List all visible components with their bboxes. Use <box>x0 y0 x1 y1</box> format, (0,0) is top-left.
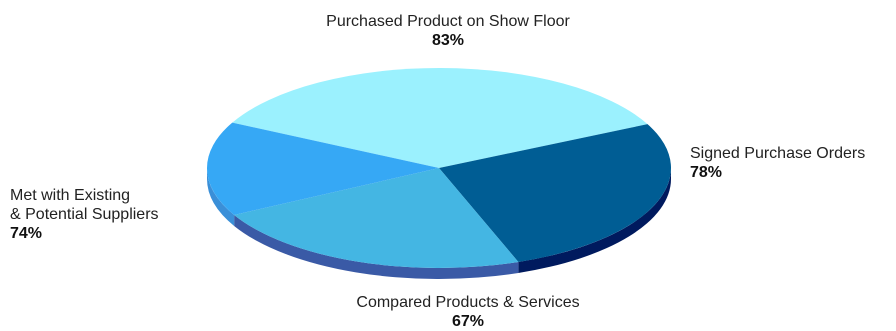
slice-label-signed-purchase-orders: Signed Purchase Orders 78% <box>690 144 896 182</box>
slice-label-name: Signed Purchase Orders <box>690 145 866 162</box>
slice-compared-products <box>234 168 519 268</box>
slice-label-purchased-product: Purchased Product on Show Floor 83% <box>248 12 648 50</box>
slice-signed-purchase-orders-side <box>518 168 671 273</box>
slice-label-value: 78% <box>690 164 723 181</box>
slice-label-name: Purchased Product on Show Floor <box>326 13 570 30</box>
slice-label-name: Compared Products & Services <box>356 294 580 311</box>
slice-met-with-suppliers <box>207 122 439 215</box>
slice-compared-products-side <box>234 214 519 280</box>
slice-met-with-suppliers-side <box>207 168 235 226</box>
slice-label-name: Met with Existing & Potential Suppliers <box>10 187 159 223</box>
slice-label-compared-products: Compared Products & Services 67% <box>268 293 668 331</box>
slice-label-met-with-suppliers: Met with Existing & Potential Suppliers … <box>10 186 230 243</box>
slice-label-value: 74% <box>10 225 43 242</box>
pie-sides <box>207 168 671 280</box>
slice-purchased-product <box>232 68 648 168</box>
slice-label-value: 67% <box>451 313 485 330</box>
slice-label-value: 83% <box>431 32 465 49</box>
pie-slices <box>207 68 671 268</box>
slice-signed-purchase-orders <box>439 124 671 262</box>
